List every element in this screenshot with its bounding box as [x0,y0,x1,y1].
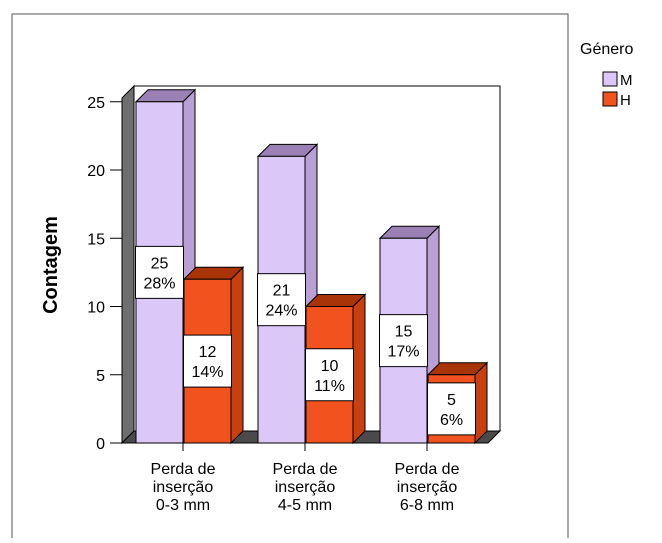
data-label-percent: 11% [314,378,345,395]
y-tick-label: 5 [96,368,105,385]
data-label-count: 12 [199,344,217,361]
bar-side [352,293,366,445]
bar-side [474,361,488,445]
side-wall [121,84,135,445]
legend-label-h: H [620,92,631,109]
x-tick-label: inserção [153,479,214,496]
x-tick-label: 4-5 mm [278,497,332,514]
legend: Género MH [580,41,633,109]
data-label-percent: 17% [387,344,419,361]
y-axis-title: Contagem [40,216,62,314]
y-tick-label: 25 [87,95,105,112]
data-label-box [257,273,306,327]
data-label-percent: 28% [143,275,175,292]
data-label-percent: 24% [265,303,297,320]
x-tick-label: inserção [397,479,458,496]
data-label-box [427,382,476,436]
data-label-count: 15 [395,324,413,341]
y-tick-label: 20 [87,163,105,180]
legend-swatch-m [602,71,618,87]
y-tick-label: 0 [96,436,105,453]
x-tick-label: Perda de [395,461,460,478]
data-label-box [305,348,354,402]
data-label-percent: 14% [191,364,223,381]
legend-swatch-h [602,91,618,107]
data-label-percent: 6% [440,412,463,429]
data-label-count: 5 [447,392,456,409]
x-tick-label: 6-8 mm [400,497,454,514]
data-label-box [135,245,184,299]
x-tick-label: 0-3 mm [156,497,210,514]
data-label-box [379,314,428,368]
data-label-box [183,334,232,388]
x-tick-label: Perda de [273,461,338,478]
y-tick-label: 15 [87,231,105,248]
legend-title: Género [580,41,633,58]
data-label-count: 21 [273,283,291,300]
data-label-h-2: 56% [427,382,476,436]
legend-label-m: M [620,72,633,89]
data-label-count: 25 [151,255,169,272]
y-axis: 0 5 10 15 20 25 [87,95,122,453]
y-tick-label: 10 [87,300,105,317]
x-tick-label: Perda de [151,461,216,478]
data-label-count: 10 [321,358,339,375]
bar-side [230,265,244,445]
x-tick-label: inserção [275,479,336,496]
